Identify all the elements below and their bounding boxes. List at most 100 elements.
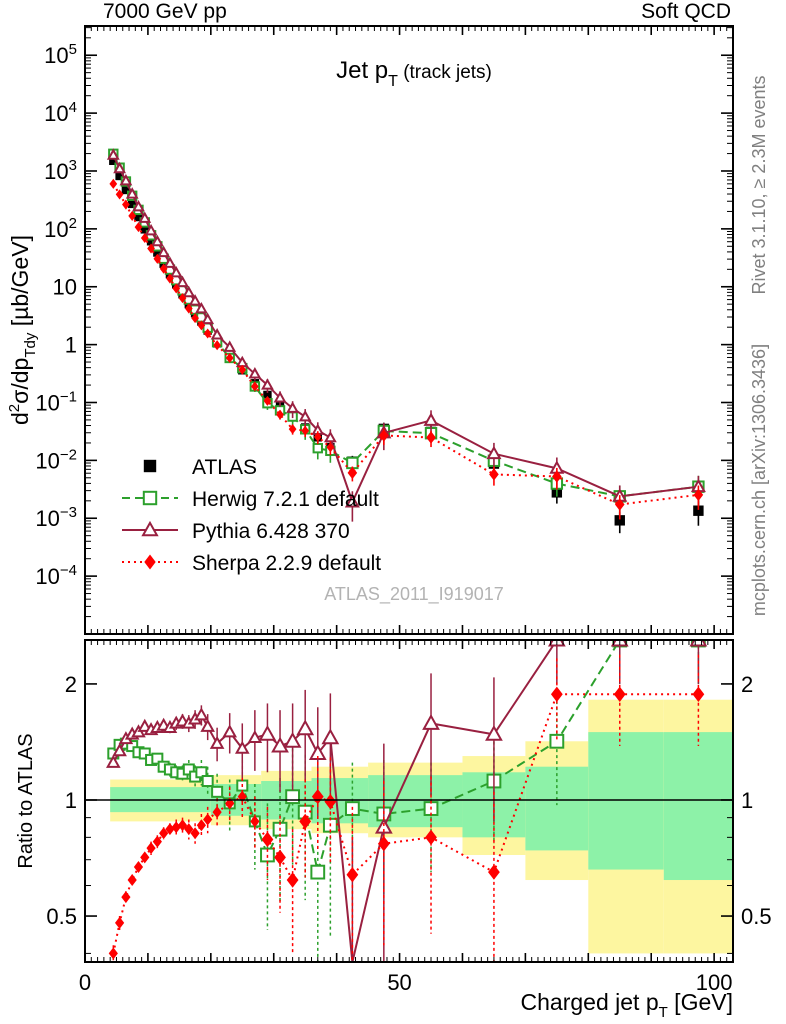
legend-label-pythia[interactable]: Pythia 6.428 370	[192, 520, 350, 543]
legend-marker-atlas	[143, 459, 157, 473]
header-process-label: Soft QCD	[641, 0, 731, 23]
data-point-sherpa	[489, 468, 499, 481]
data-point-sherpa	[614, 498, 625, 511]
data-point-sherpa	[121, 891, 131, 904]
legend-label-atlas[interactable]: ATLAS	[192, 456, 257, 479]
data-point-sherpa	[108, 947, 118, 960]
data-point-pythia	[298, 409, 312, 422]
data-point-pythia	[176, 275, 189, 288]
data-point-sherpa	[613, 686, 626, 702]
data-point-sherpa	[134, 222, 143, 233]
data-point-herwig	[142, 490, 158, 506]
data-point-sherpa	[197, 320, 206, 331]
header-beam-label: 7000 GeV pp	[103, 0, 227, 23]
data-point-pythia	[119, 173, 133, 186]
x-tick-label: 50	[387, 970, 411, 995]
data-point-pythia	[423, 412, 439, 426]
data-point-pythia	[150, 234, 164, 247]
data-point-sherpa	[115, 189, 124, 200]
data-point-sherpa	[426, 431, 436, 444]
y-tick-label-ratio: 1	[65, 788, 77, 813]
data-point-sherpa	[288, 424, 297, 435]
data-point-pythia	[132, 199, 145, 212]
main-panel-data	[106, 148, 706, 534]
y-tick-label-ratio-right: 1	[741, 788, 753, 813]
y-tick-label-ratio-right: 0.5	[741, 904, 772, 929]
data-point-pythia	[194, 707, 209, 721]
data-point-pythia	[138, 211, 152, 223]
data-point-sherpa	[550, 686, 563, 702]
data-point-pythia	[106, 754, 121, 768]
data-point-sherpa	[177, 819, 188, 832]
data-point-sherpa	[313, 431, 322, 442]
data-point-sherpa	[152, 835, 162, 848]
side-label-rivet: Rivet 3.1.10, ≥ 2.3M events	[749, 76, 769, 295]
data-point-pythia	[188, 294, 202, 306]
x-tick-label: 100	[696, 970, 733, 995]
side-label-mcplots: mcplots.cern.ch [arXiv:1306.3436]	[749, 344, 769, 616]
data-point-sherpa	[347, 466, 358, 480]
data-point-atlas	[263, 390, 272, 400]
data-point-sherpa	[127, 874, 137, 887]
data-point-sherpa	[251, 381, 259, 392]
data-point-sherpa	[166, 273, 174, 284]
data-point-sherpa	[692, 686, 705, 702]
data-point-pythia	[182, 285, 196, 298]
data-point-atlas	[143, 459, 157, 473]
data-point-pythia	[486, 445, 502, 460]
data-point-herwig	[211, 785, 224, 798]
data-point-herwig	[151, 752, 164, 765]
y-tick-label-ratio: 2	[65, 672, 77, 697]
y-axis-label-ratio: Ratio to ATLAS	[15, 733, 37, 868]
data-point-pythia	[422, 713, 440, 730]
data-point-atlas	[614, 515, 625, 526]
legend-label-sherpa[interactable]: Sherpa 2.2.9 default	[192, 552, 381, 575]
data-point-pythia	[273, 391, 287, 403]
data-point-sherpa	[212, 806, 222, 819]
data-point-sherpa	[379, 429, 389, 442]
data-point-pythia	[157, 245, 171, 258]
data-point-sherpa	[274, 849, 286, 866]
data-point-sherpa	[261, 831, 274, 848]
legend-label-herwig[interactable]: Herwig 7.2.1 default	[192, 488, 379, 511]
y-tick-label-main: 102	[44, 215, 77, 242]
data-point-pythia	[261, 378, 274, 390]
y-tick-label-main: 10−2	[35, 446, 77, 473]
data-point-herwig	[201, 775, 214, 788]
data-point-sherpa	[172, 283, 181, 294]
data-point-sherpa	[159, 827, 169, 840]
data-point-sherpa	[115, 916, 125, 929]
data-point-sherpa	[250, 815, 260, 828]
uncertainty-band-inner	[588, 732, 664, 870]
legend-marker-pythia	[141, 520, 159, 537]
data-point-pythia	[210, 328, 224, 340]
data-point-sherpa	[377, 836, 390, 852]
data-point-sherpa	[147, 243, 155, 254]
data-point-pythia	[321, 728, 340, 745]
data-point-atlas	[134, 212, 143, 222]
data-point-sherpa	[190, 827, 200, 840]
data-point-pythia	[125, 187, 139, 199]
data-point-atlas	[127, 199, 137, 209]
data-point-sherpa	[159, 263, 168, 274]
data-point-sherpa	[346, 867, 359, 883]
data-point-sherpa	[144, 554, 156, 570]
main-panel-frame	[84, 25, 734, 635]
data-point-sherpa	[196, 819, 206, 832]
y-tick-label-main: 10	[53, 275, 77, 300]
data-point-sherpa	[165, 823, 175, 836]
data-point-pythia	[283, 731, 302, 748]
y-axis-label-main: d2σ/dpTdy [µb/GeV]	[6, 235, 39, 425]
data-point-atlas	[693, 505, 704, 516]
data-point-sherpa	[153, 253, 162, 264]
data-point-pythia	[201, 312, 215, 325]
data-point-pythia	[286, 401, 300, 413]
y-tick-label-main: 105	[44, 41, 77, 68]
data-point-pythia	[106, 148, 120, 160]
data-point-sherpa	[238, 364, 247, 375]
data-point-sherpa	[225, 352, 234, 364]
legend-marker-sherpa	[144, 554, 156, 570]
y-tick-label-ratio: 0.5	[46, 904, 77, 929]
